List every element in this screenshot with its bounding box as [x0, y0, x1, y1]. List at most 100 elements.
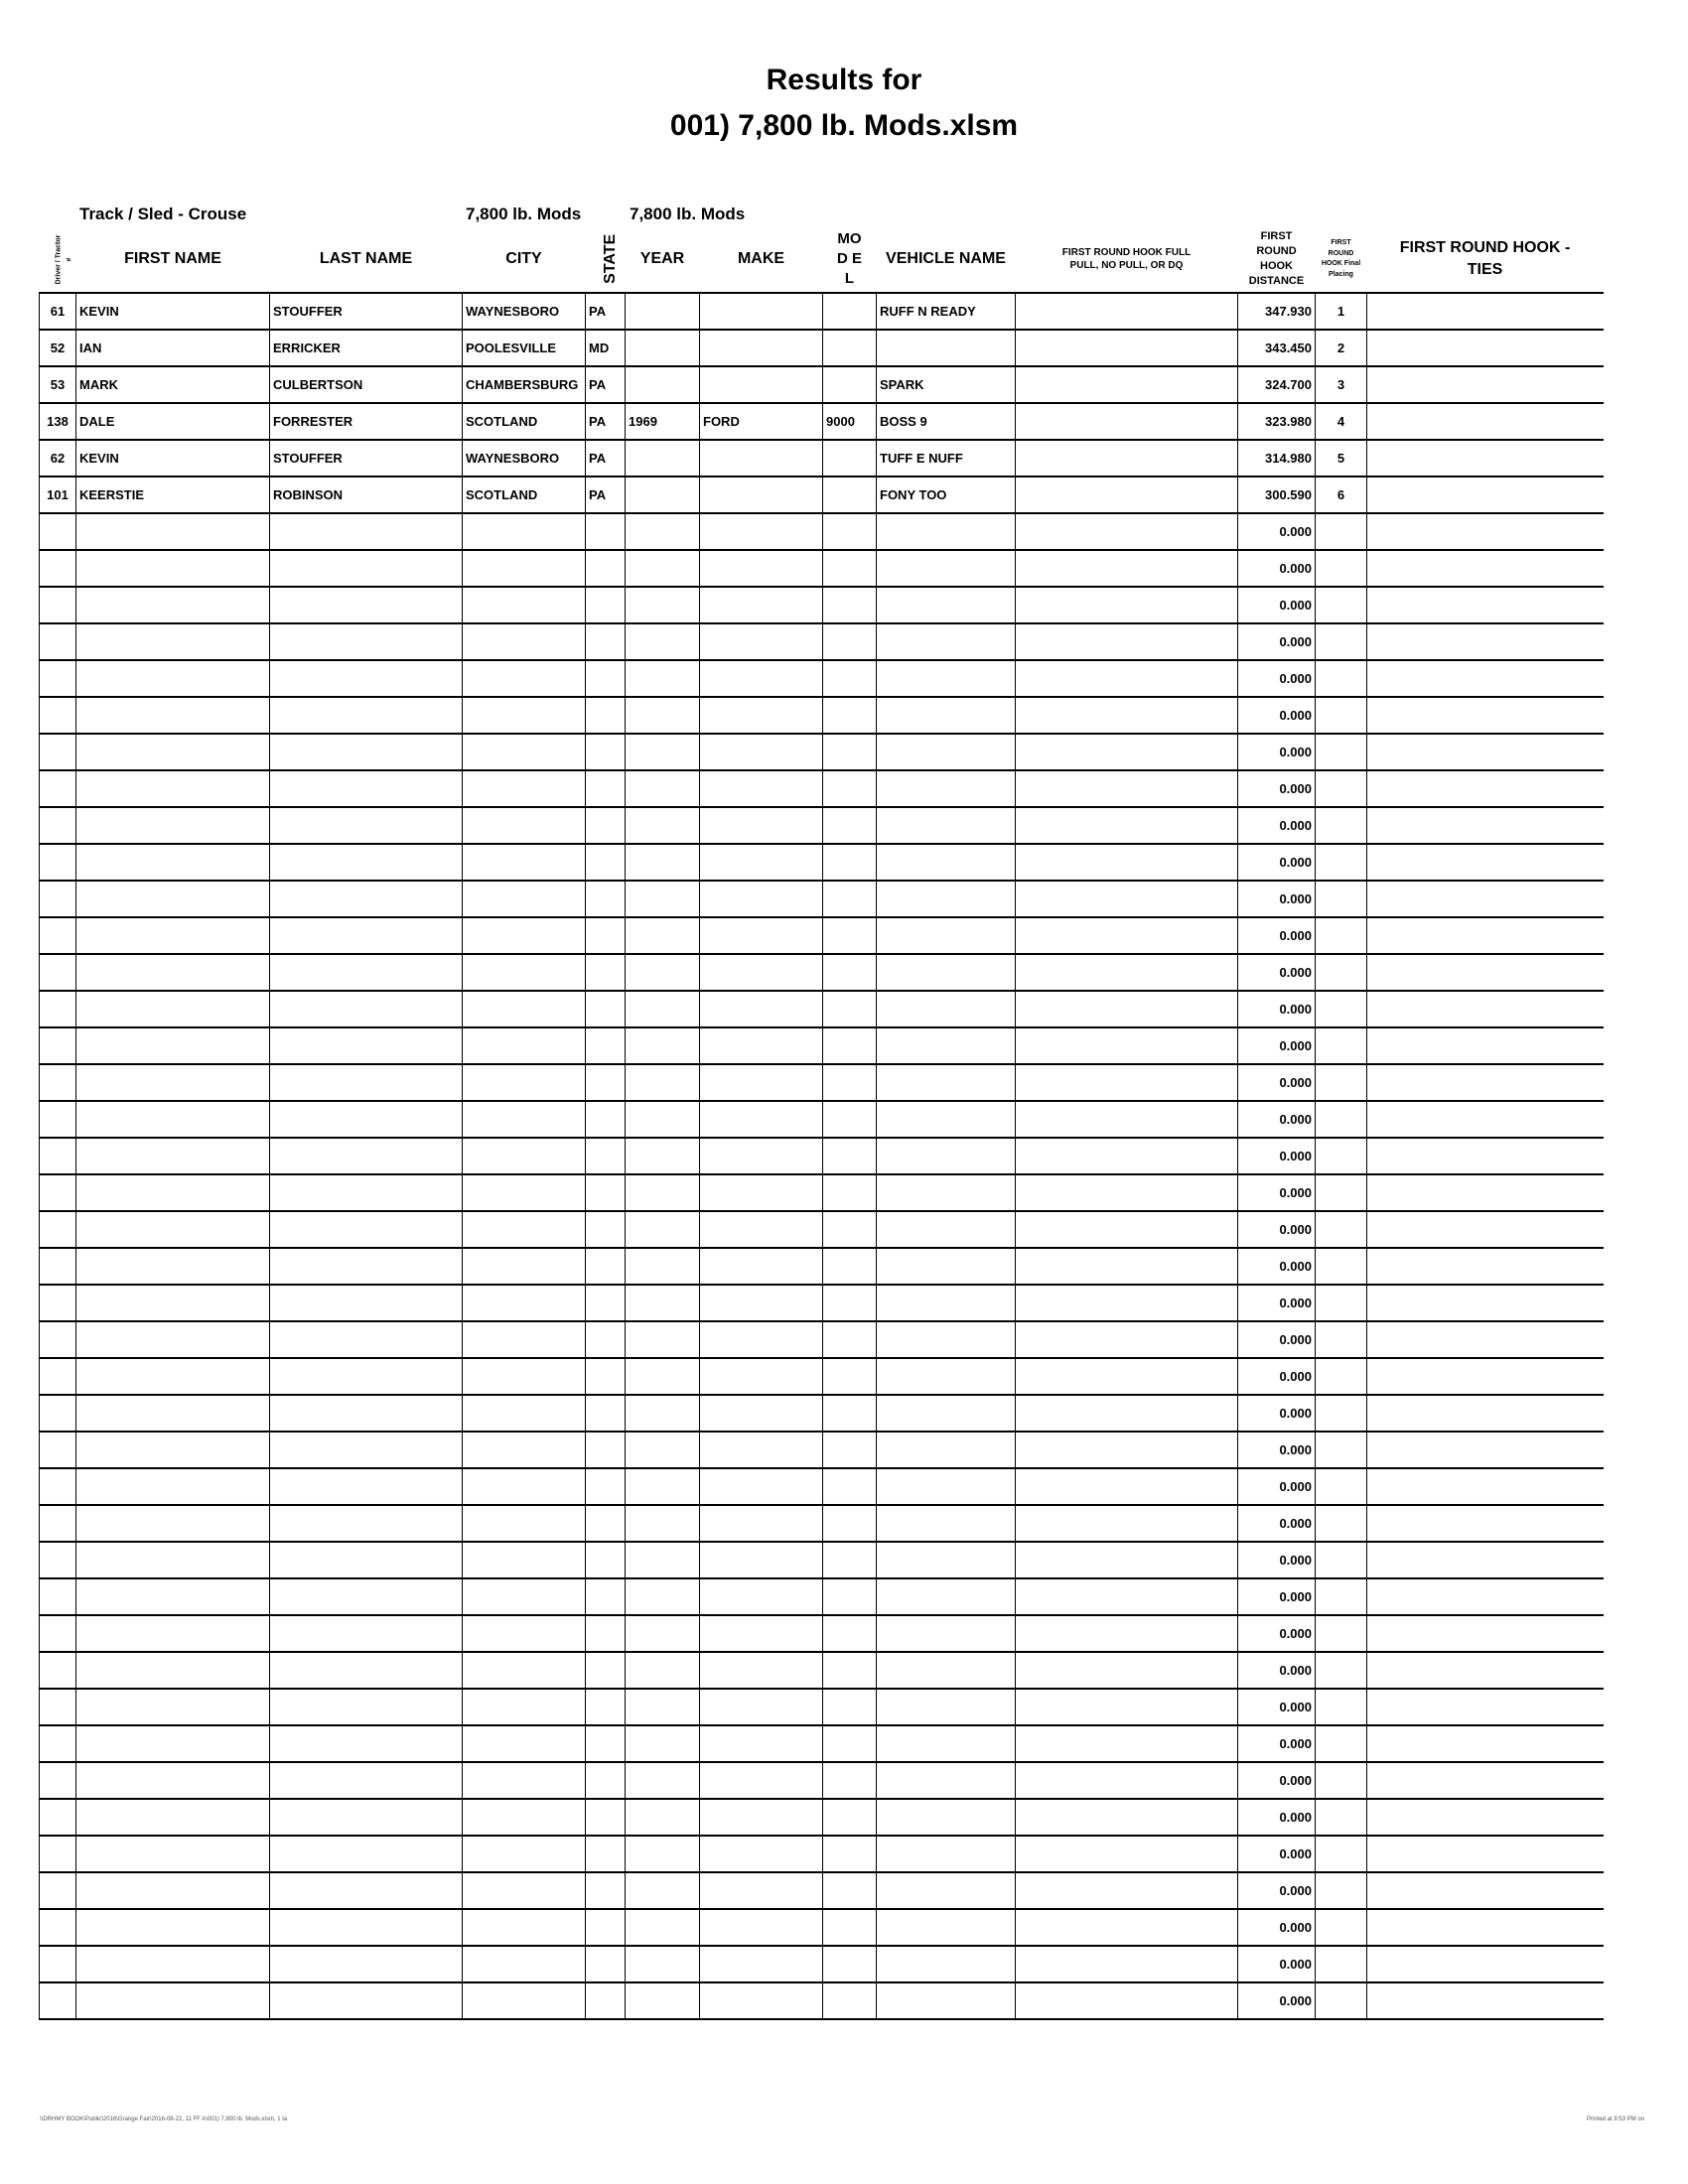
cell-make: [699, 1945, 823, 1983]
cell-first: KEVIN: [75, 439, 270, 478]
cell-year: [625, 696, 700, 735]
col-driver-number: Driver / Tractor #: [55, 234, 72, 284]
cell-first: IAN: [75, 329, 270, 367]
cell-num: [39, 806, 76, 845]
empty-row: 0.000: [39, 622, 1604, 661]
cell-city: [462, 622, 586, 661]
cell-last: [269, 586, 463, 624]
cell-model: [822, 1467, 877, 1506]
cell-placing: [1315, 843, 1367, 882]
cell-ties: [1366, 1394, 1604, 1433]
cell-last: [269, 1357, 463, 1396]
cell-year: [625, 843, 700, 882]
cell-num: [39, 1210, 76, 1249]
cell-state: [585, 1357, 626, 1396]
cell-last: [269, 1210, 463, 1249]
cell-state: [585, 1394, 626, 1433]
col-city: CITY: [505, 250, 542, 268]
cell-placing: 1: [1315, 292, 1367, 331]
cell-make: [699, 1798, 823, 1837]
cell-year: 1969: [625, 402, 700, 441]
cell-state: [585, 1320, 626, 1359]
cell-year: [625, 1541, 700, 1579]
cell-distance: 0.000: [1237, 1614, 1316, 1653]
empty-row: 0.000: [39, 1871, 1604, 1910]
cell-year: [625, 439, 700, 478]
cell-num: [39, 1431, 76, 1469]
cell-state: [585, 1577, 626, 1616]
cell-ties: [1366, 329, 1604, 367]
cell-model: [822, 622, 877, 661]
cell-placing: [1315, 1173, 1367, 1212]
cell-year: [625, 329, 700, 367]
cell-vehicle: [876, 1394, 1016, 1433]
cell-vehicle: [876, 1908, 1016, 1947]
cell-first: [75, 1761, 270, 1800]
cell-last: [269, 1504, 463, 1543]
cell-num: [39, 1908, 76, 1947]
cell-placing: [1315, 659, 1367, 698]
cell-state: [585, 1431, 626, 1469]
cell-status: [1015, 476, 1238, 514]
cell-distance: 0.000: [1237, 622, 1316, 661]
file-title: 001) 7,800 lb. Mods.xlsm: [669, 109, 1019, 142]
cell-make: [699, 1247, 823, 1286]
cell-state: [585, 586, 626, 624]
cell-distance: 0.000: [1237, 1431, 1316, 1469]
cell-status: [1015, 1651, 1238, 1690]
cell-distance: 0.000: [1237, 1320, 1316, 1359]
cell-make: [699, 1320, 823, 1359]
cell-distance: 0.000: [1237, 916, 1316, 955]
cell-year: [625, 1173, 700, 1212]
empty-row: 0.000: [39, 1541, 1604, 1579]
cell-state: [585, 1761, 626, 1800]
cell-year: [625, 880, 700, 918]
cell-city: [462, 806, 586, 845]
cell-num: 101: [39, 476, 76, 514]
cell-state: [585, 953, 626, 992]
cell-num: [39, 1026, 76, 1065]
cell-status: [1015, 1577, 1238, 1616]
empty-row: 0.000: [39, 696, 1604, 735]
cell-status: [1015, 1284, 1238, 1322]
cell-status: [1015, 659, 1238, 698]
cell-model: [822, 1063, 877, 1102]
cell-first: [75, 1724, 270, 1763]
cell-first: [75, 990, 270, 1028]
cell-vehicle: [876, 1798, 1016, 1837]
cell-ties: [1366, 1210, 1604, 1249]
cell-last: [269, 549, 463, 588]
cell-num: 61: [39, 292, 76, 331]
cell-last: CULBERTSON: [269, 365, 463, 404]
cell-num: [39, 1761, 76, 1800]
cell-status: [1015, 1100, 1238, 1139]
cell-placing: [1315, 696, 1367, 735]
empty-row: 0.000: [39, 1504, 1604, 1543]
empty-row: 0.000: [39, 990, 1604, 1028]
cell-first: [75, 1614, 270, 1653]
cell-city: [462, 586, 586, 624]
cell-model: [822, 769, 877, 808]
cell-ties: [1366, 1357, 1604, 1396]
result-row: 101 KEERSTIE ROBINSON SCOTLAND PA FONY TOO 300…: [39, 476, 1604, 514]
cell-status: [1015, 990, 1238, 1028]
cell-status: [1015, 1798, 1238, 1837]
cell-city: [462, 1357, 586, 1396]
cell-city: [462, 843, 586, 882]
cell-make: [699, 292, 823, 331]
cell-num: [39, 659, 76, 698]
cell-city: [462, 1724, 586, 1763]
cell-make: [699, 476, 823, 514]
cell-placing: [1315, 1651, 1367, 1690]
cell-vehicle: [876, 659, 1016, 698]
cell-city: SCOTLAND: [462, 476, 586, 514]
cell-state: [585, 1100, 626, 1139]
cell-model: [822, 1173, 877, 1212]
cell-first: [75, 1945, 270, 1983]
cell-city: [462, 953, 586, 992]
cell-year: [625, 586, 700, 624]
cell-vehicle: [876, 1026, 1016, 1065]
header-row: Driver / Tractor # FIRST NAME LAST NAME …: [40, 226, 1604, 293]
cell-num: [39, 1945, 76, 1983]
cell-first: [75, 880, 270, 918]
